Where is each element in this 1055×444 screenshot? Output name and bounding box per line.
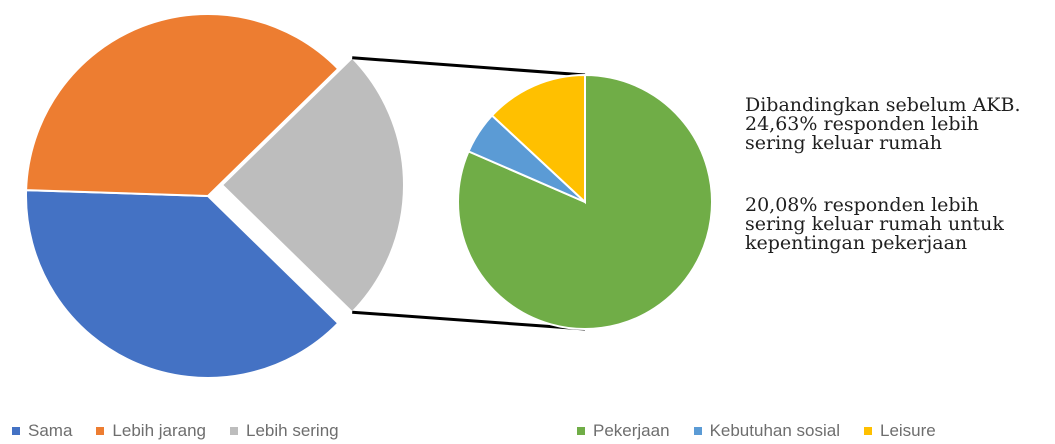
legend-swatch-sama: [12, 427, 20, 435]
legend-label-sama: Sama: [28, 421, 73, 440]
legend-label-leisure: Leisure: [880, 421, 936, 440]
sub-pie: [457, 73, 713, 330]
connector-line-top: [352, 56, 586, 77]
legend-swatch-pekerjaan: [577, 427, 585, 435]
legend-label-lebih-sering: Lebih sering: [246, 421, 339, 440]
connector-lines: [352, 56, 586, 331]
legend-item-sama: Sama: [12, 421, 72, 441]
sub-pie-legend: Pekerjaan Kebutuhan sosial Leisure: [577, 421, 936, 441]
annotation-paragraph-2: 20,08% responden lebih sering keluar rum…: [745, 194, 1004, 254]
annotation-paragraph-1: Dibandingkan sebelum AKB. 24,63% respond…: [745, 94, 1021, 154]
main-pie: [25, 13, 406, 379]
legend-label-lebih-jarang: Lebih jarang: [112, 421, 206, 440]
main-slice-sama: [25, 189, 340, 379]
main-slice-lebih-jarang: [25, 13, 340, 198]
legend-item-lebih-sering: Lebih sering: [230, 421, 339, 441]
main-slice-lebih-sering: [220, 56, 406, 314]
legend-swatch-lebih-sering: [230, 427, 238, 435]
legend-item-kebutuhan-sosial: Kebutuhan sosial: [693, 421, 840, 441]
legend-item-pekerjaan: Pekerjaan: [577, 421, 670, 441]
legend-label-kebutuhan-sosial: Kebutuhan sosial: [709, 421, 840, 440]
legend-swatch-leisure: [864, 427, 872, 435]
main-pie-legend: Sama Lebih jarang Lebih sering: [12, 421, 339, 441]
pie-of-pie-chart: [25, 13, 713, 379]
connector-line-bottom: [352, 310, 586, 331]
legend-swatch-lebih-jarang: [96, 427, 105, 435]
legend-swatch-kebutuhan-sosial: [693, 427, 702, 435]
legend-label-pekerjaan: Pekerjaan: [593, 421, 670, 440]
legend-item-lebih-jarang: Lebih jarang: [96, 421, 206, 441]
legend-item-leisure: Leisure: [864, 421, 936, 441]
sub-slice-leisure: [490, 73, 586, 205]
